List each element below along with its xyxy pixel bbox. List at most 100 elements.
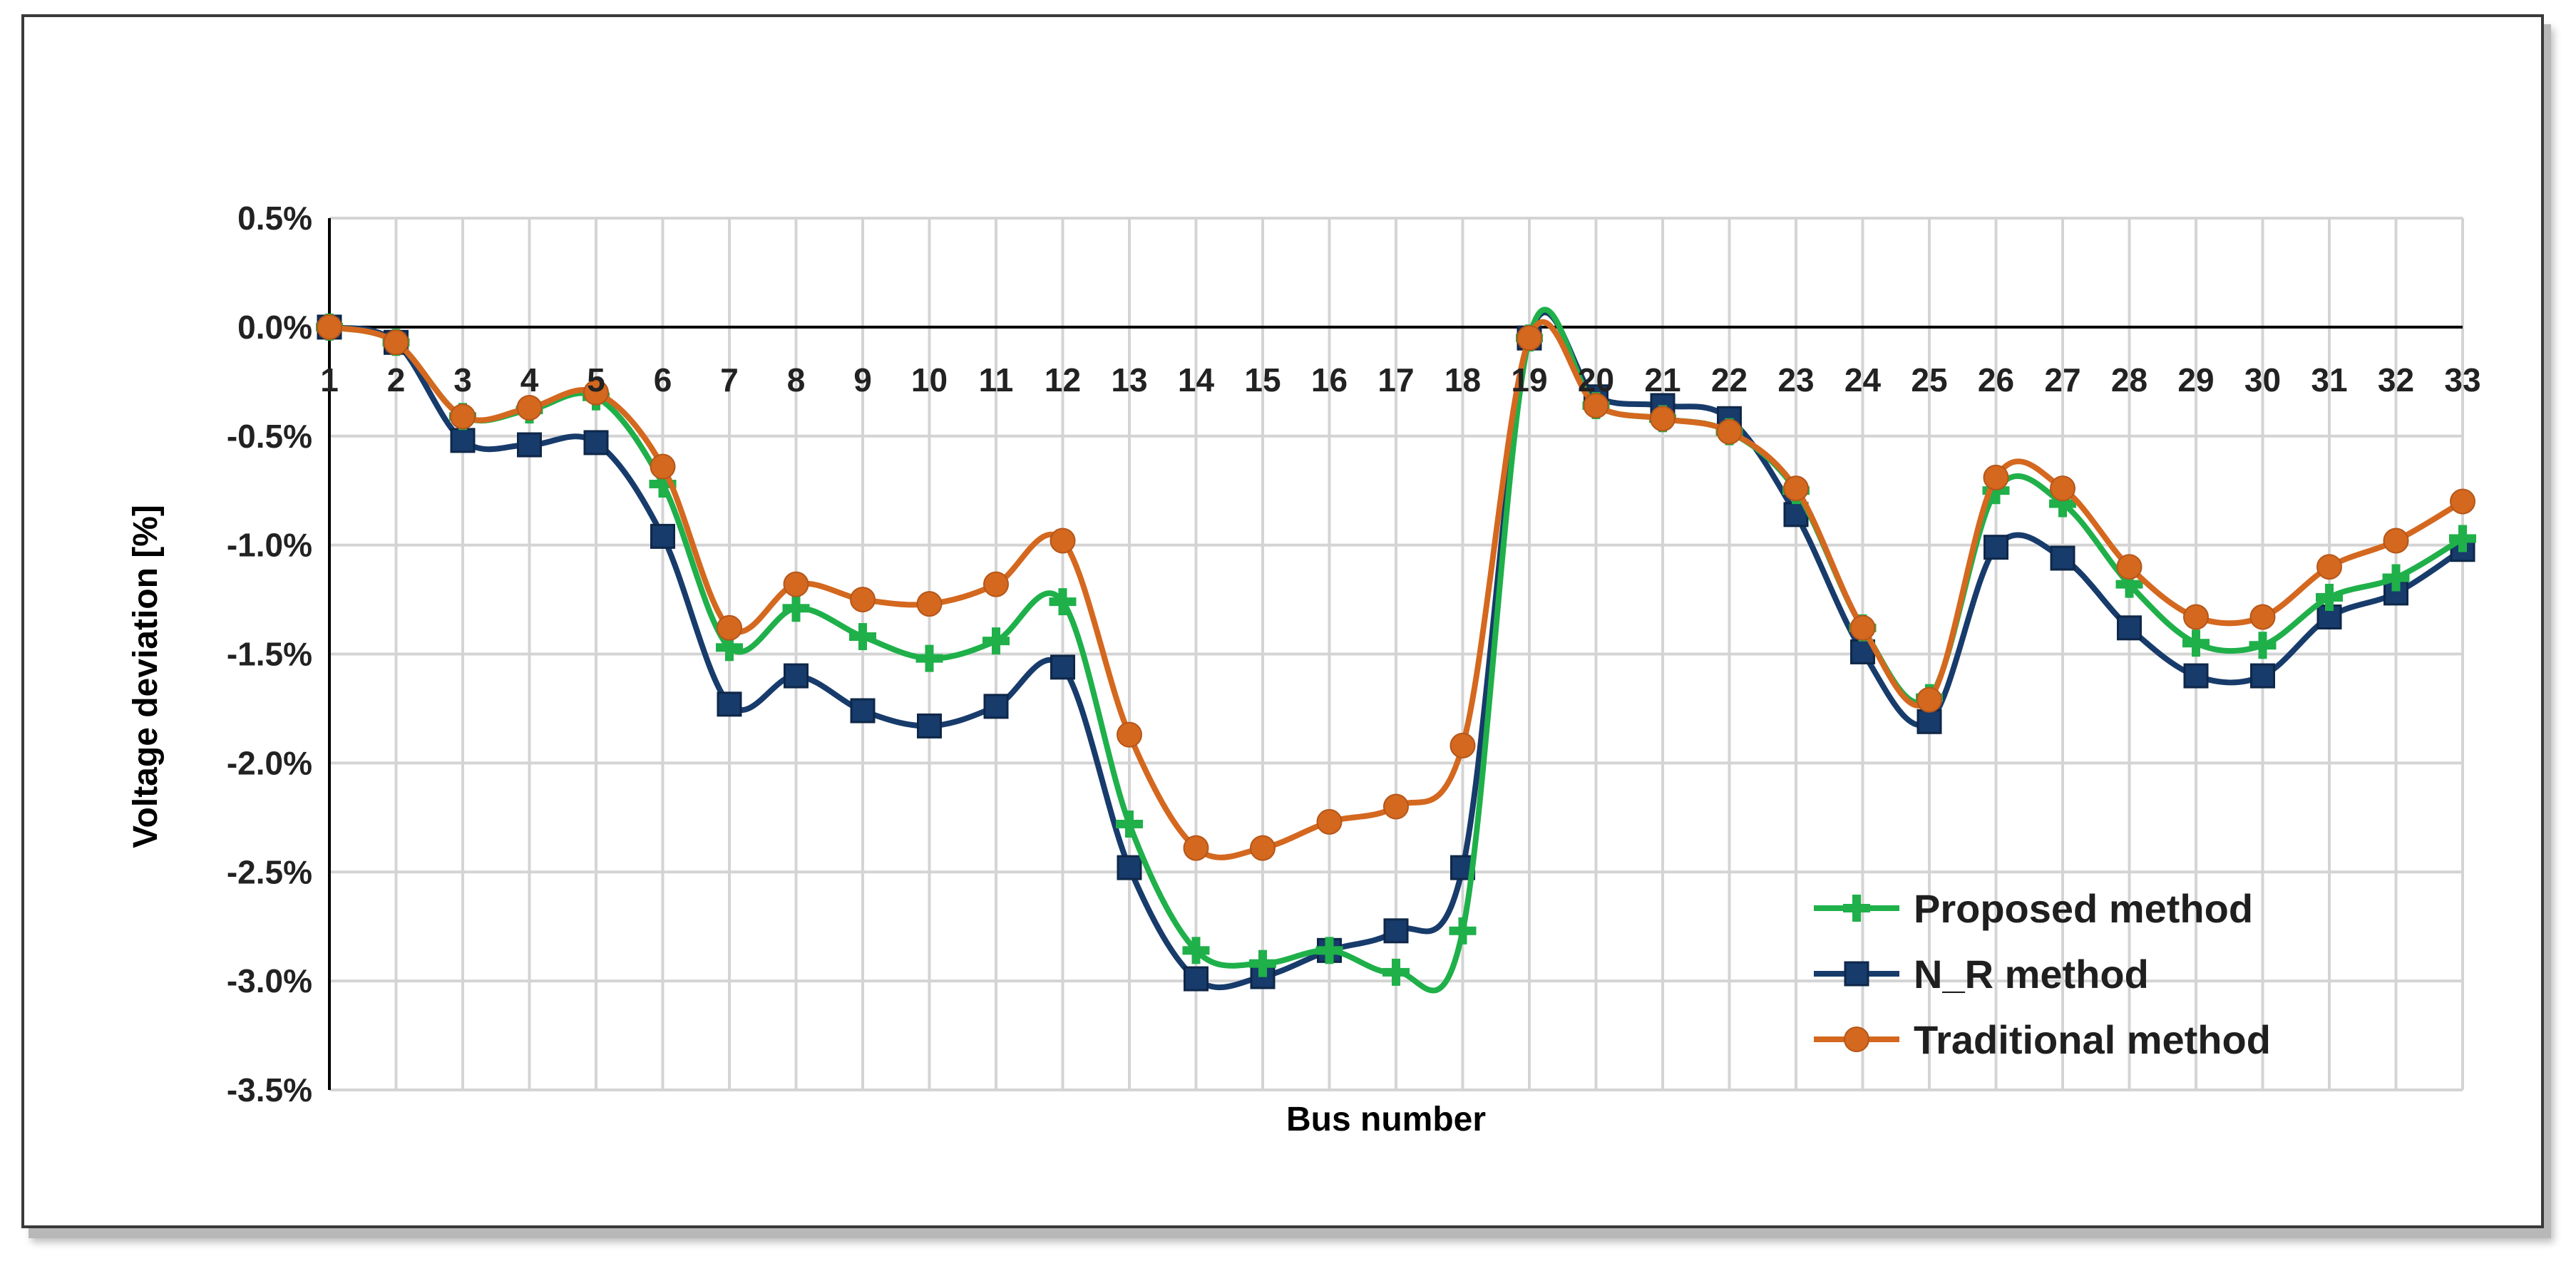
y-tick-label: -1.0% [227, 527, 312, 564]
data-point-traditional-method [2183, 604, 2209, 630]
data-point-n-r-method [1383, 918, 1409, 944]
data-point-n-r-method [517, 432, 542, 458]
data-point-traditional-method [717, 614, 742, 641]
legend-item-n-r-method: N_R method [1814, 952, 2149, 997]
data-point-traditional-method [583, 379, 609, 406]
data-point-traditional-method [1383, 793, 1409, 820]
y-tick-label: -3.0% [227, 962, 312, 999]
x-tick-label: 31 [2311, 361, 2347, 398]
data-point-traditional-method [1783, 475, 1809, 502]
data-point-n-r-method [1916, 709, 1942, 734]
data-point-proposed-method [716, 634, 743, 662]
data-point-traditional-method [1117, 721, 1142, 748]
data-point-n-r-method [1184, 966, 1209, 992]
x-tick-label: 12 [1045, 361, 1081, 398]
data-point-traditional-method [1517, 325, 1542, 351]
x-tick-label: 23 [1777, 361, 1814, 398]
x-tick-label: 14 [1178, 361, 1215, 398]
x-tick-label: 18 [1444, 361, 1481, 398]
data-point-proposed-method [1449, 917, 1477, 945]
data-point-proposed-method [1116, 810, 1143, 838]
x-tick-label: 1 [320, 361, 339, 398]
x-tick-label: 2 [387, 361, 406, 398]
data-point-traditional-method [1650, 406, 1676, 432]
series-traditional-method [317, 314, 2475, 861]
data-point-proposed-method [982, 627, 1010, 655]
x-tick-label: 20 [1578, 361, 1614, 398]
data-point-proposed-method [1182, 937, 1210, 964]
data-point-traditional-method [1250, 835, 1276, 861]
x-tick-label: 22 [1711, 361, 1748, 398]
data-point-n-r-method [2117, 615, 2142, 641]
data-point-proposed-method [1382, 958, 1410, 986]
data-point-proposed-method [1049, 588, 1077, 616]
data-point-traditional-method [1316, 808, 1343, 835]
data-point-traditional-method [2249, 604, 2276, 630]
data-point-n-r-method [2183, 663, 2209, 689]
data-point-n-r-method [1984, 535, 2008, 560]
data-point-traditional-method [450, 403, 476, 430]
x-tick-label: 5 [587, 361, 605, 398]
x-tick-label: 15 [1244, 361, 1281, 398]
x-tick-label: 25 [1911, 361, 1947, 398]
x-tick-label: 26 [1978, 361, 2014, 398]
data-point-traditional-method [383, 329, 409, 356]
y-tick-label: 0.0% [237, 309, 312, 346]
x-tick-label: 24 [1844, 361, 1882, 398]
y-tick-label: -0.5% [227, 418, 312, 455]
x-tick-label: 32 [2378, 361, 2414, 398]
legend-marker [1844, 961, 1869, 987]
legend-label: N_R method [1914, 952, 2149, 997]
legend-marker [1844, 1027, 1869, 1052]
data-point-proposed-method [2249, 632, 2277, 659]
x-tick-labels: 1 2 3 4 5 6 7 8 9 10 11 12 13 14 15 16 17 18 19 20 21 22 23 24 2… [320, 361, 2480, 398]
x-tick-label: 17 [1377, 361, 1414, 398]
chart-frame: 0.5% 0.0% -0.5% -1.0% -1.5% -2.0% -2.5% -3.0% -3… [21, 14, 2544, 1228]
data-point-n-r-method [650, 523, 675, 549]
data-point-n-r-method [717, 691, 742, 717]
legend-item-traditional-method: Traditional method [1814, 1017, 2271, 1062]
data-point-n-r-method [784, 663, 809, 689]
x-tick-label: 30 [2244, 361, 2281, 398]
data-point-n-r-method [450, 428, 476, 453]
data-point-n-r-method [2383, 580, 2408, 606]
x-tick-label: 16 [1311, 361, 1348, 398]
data-point-proposed-method [1315, 937, 1343, 964]
x-tick-label: 13 [1111, 361, 1147, 398]
x-tick-label: 8 [787, 361, 806, 398]
data-point-proposed-method [2316, 584, 2343, 612]
x-tick-label: 21 [1644, 361, 1680, 398]
legend-marker [1843, 895, 1870, 922]
y-axis-title: Voltage deviation [%] [127, 505, 165, 848]
x-tick-label: 3 [453, 361, 472, 398]
y-tick-label: -1.5% [227, 636, 312, 673]
data-point-traditional-method [916, 591, 943, 617]
legend-label: Traditional method [1914, 1017, 2271, 1062]
x-tick-label: 9 [853, 361, 872, 398]
x-tick-label: 27 [2044, 361, 2080, 398]
y-tick-label: -2.0% [227, 744, 312, 781]
data-point-traditional-method [1849, 614, 1876, 641]
y-tick-label: -2.5% [227, 853, 312, 890]
axes [328, 218, 2463, 1090]
data-point-n-r-method [583, 430, 609, 456]
data-point-n-r-method [1117, 855, 1142, 880]
x-tick-label: 11 [979, 361, 1014, 398]
data-point-n-r-method [983, 694, 1009, 719]
data-point-proposed-method [782, 595, 810, 622]
data-point-n-r-method [850, 698, 876, 724]
x-tick-label: 19 [1511, 361, 1547, 398]
data-point-traditional-method [850, 587, 876, 613]
data-point-proposed-method [1249, 950, 1276, 977]
x-tick-label: 6 [654, 361, 672, 398]
voltage-deviation-chart: 0.5% 0.0% -0.5% -1.0% -1.5% -2.0% -2.5% -3.0% -3… [127, 200, 2481, 1138]
data-point-traditional-method [2316, 554, 2342, 580]
data-point-traditional-method [1583, 392, 1609, 418]
y-tick-labels: 0.5% 0.0% -0.5% -1.0% -1.5% -2.0% -2.5% -3.0% -3… [227, 200, 312, 1108]
data-point-traditional-method [2050, 475, 2075, 502]
data-point-n-r-method [1050, 654, 1075, 680]
data-point-traditional-method [1983, 464, 2009, 490]
x-tick-label: 28 [2111, 361, 2147, 398]
data-point-traditional-method [1716, 418, 1743, 445]
x-tick-label: 33 [2444, 361, 2480, 398]
